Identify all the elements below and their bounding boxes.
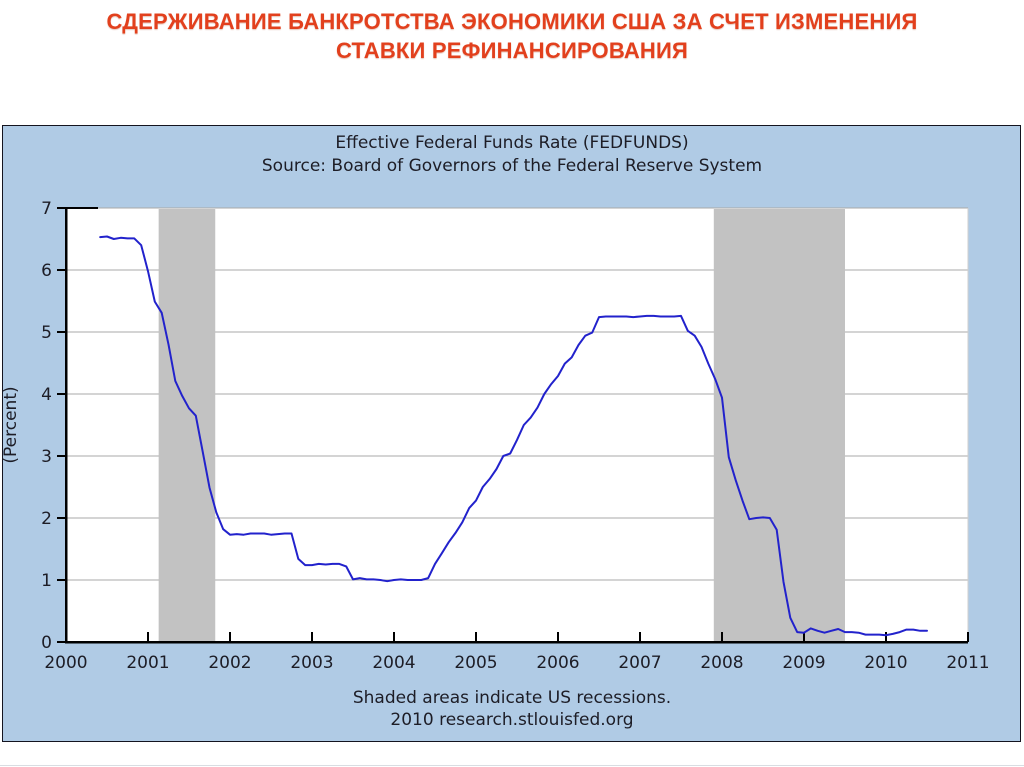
chart-caption-source: 2010 research.stlouisfed.org [390,710,634,730]
chart-panel [2,125,1021,742]
slide-bottom-edge [0,765,1024,766]
slide-title-line1: СДЕРЖИВАНИЕ БАНКРОТСТВА ЭКОНОМИКИ США ЗА… [106,9,918,34]
chart-caption-recessions: Shaded areas indicate US recessions. [352,688,672,708]
slide-title: СДЕРЖИВАНИЕ БАНКРОТСТВА ЭКОНОМИКИ США ЗА… [0,7,1024,65]
slide-title-line2: СТАВКИ РЕФИНАНСИРОВАНИЯ [335,38,689,63]
chart-title: Effective Federal Funds Rate (FEDFUNDS) [335,133,689,153]
chart-subtitle: Source: Board of Governors of the Federa… [261,156,763,176]
